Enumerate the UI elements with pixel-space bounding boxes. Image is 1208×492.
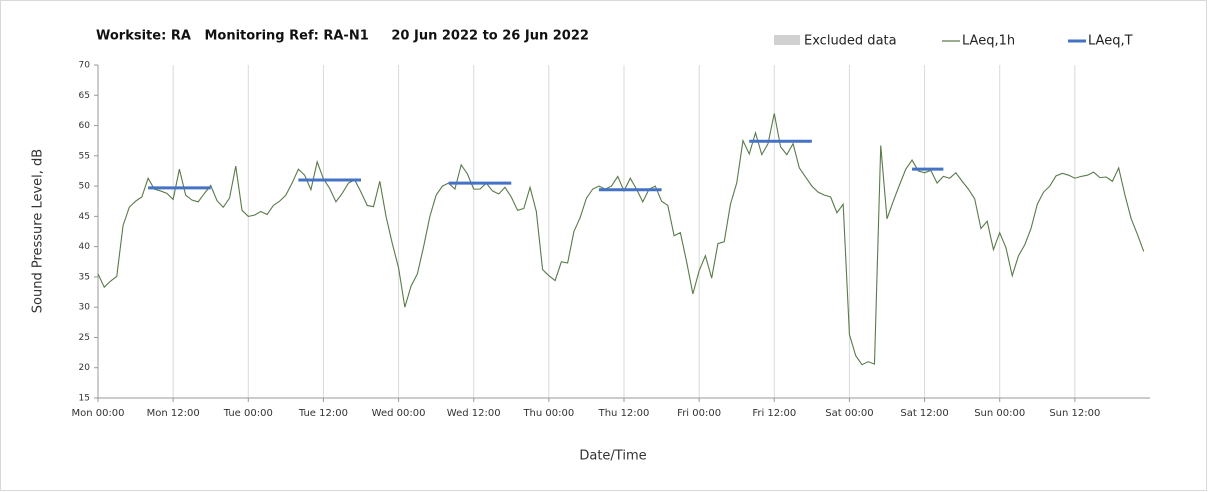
legend-label: LAeq,1h xyxy=(962,34,1015,49)
series-line xyxy=(97,113,1145,366)
y-tick-label: 15 xyxy=(79,394,90,404)
y-tick-label: 40 xyxy=(79,242,91,252)
legend-label: LAeq,T xyxy=(1088,34,1133,49)
x-axis-label: Date/Time xyxy=(579,449,646,464)
x-tick-label: Sat 12:00 xyxy=(900,408,948,419)
x-tick-label: Tue 12:00 xyxy=(298,408,348,419)
legend-label: Excluded data xyxy=(804,34,897,49)
x-tick-label: Sat 00:00 xyxy=(825,408,873,419)
y-tick-label: 35 xyxy=(79,272,90,282)
y-axis-label: Sound Pressure Level, dB xyxy=(31,149,46,313)
x-tick-label: Fri 12:00 xyxy=(752,408,796,419)
x-tick-label: Fri 00:00 xyxy=(677,408,721,419)
y-tick-label: 30 xyxy=(79,303,91,313)
y-tick-label: 20 xyxy=(79,363,91,373)
x-tick-label: Sun 12:00 xyxy=(1049,408,1100,419)
y-tick-label: 65 xyxy=(79,91,90,101)
x-tick-label: Thu 12:00 xyxy=(598,408,650,419)
x-tick-label: Thu 00:00 xyxy=(522,408,574,419)
y-tick-label: 50 xyxy=(79,182,91,192)
chart-title: Worksite: RA Monitoring Ref: RA-N1 20 Ju… xyxy=(96,29,589,44)
x-tick-label: Wed 00:00 xyxy=(372,408,426,419)
x-tick-label: Mon 12:00 xyxy=(147,408,200,419)
y-tick-label: 45 xyxy=(79,212,90,222)
y-tick-label: 70 xyxy=(79,61,91,71)
y-tick-label: 55 xyxy=(79,151,90,161)
x-tick-label: Mon 00:00 xyxy=(71,408,124,419)
x-tick-label: Tue 00:00 xyxy=(223,408,273,419)
x-tick-label: Wed 12:00 xyxy=(447,408,501,419)
y-tick-label: 25 xyxy=(79,333,90,343)
legend-swatch xyxy=(774,35,800,45)
y-tick-label: 60 xyxy=(79,121,91,131)
x-tick-label: Sun 00:00 xyxy=(974,408,1025,419)
